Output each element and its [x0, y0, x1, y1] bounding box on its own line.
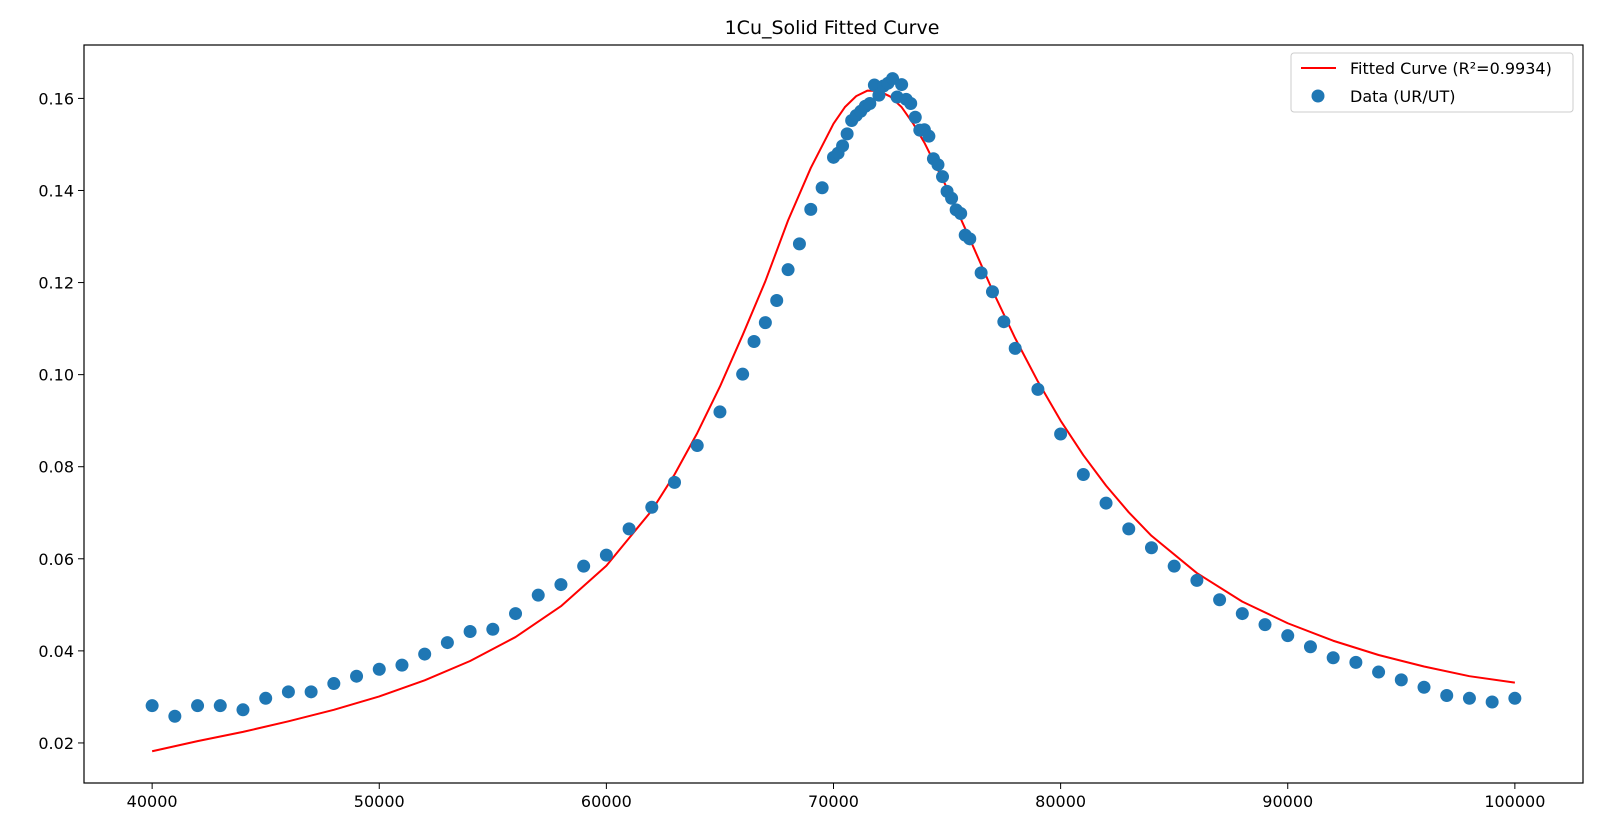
data-point	[236, 703, 250, 717]
data-point	[1372, 665, 1386, 679]
data-point	[1054, 427, 1068, 441]
data-point	[395, 658, 409, 672]
data-point	[1326, 651, 1340, 665]
data-point	[1213, 593, 1227, 607]
y-tick-label: 0.08	[38, 458, 74, 477]
y-tick-label: 0.12	[38, 274, 74, 293]
legend-data-swatch	[1311, 89, 1325, 103]
data-point	[168, 709, 182, 723]
data-point	[974, 266, 988, 280]
data-point	[1258, 618, 1272, 632]
data-point	[1031, 382, 1045, 396]
data-point	[372, 662, 386, 676]
data-point	[645, 500, 659, 514]
data-point	[213, 699, 227, 713]
legend-box	[1290, 52, 1574, 113]
data-point	[1099, 496, 1113, 510]
data-point	[840, 127, 854, 141]
plot-frame	[83, 44, 1584, 784]
y-tick-label: 0.10	[38, 366, 74, 385]
data-point	[1235, 607, 1249, 621]
x-tick-label: 80000	[1035, 792, 1086, 811]
data-point	[1417, 680, 1431, 694]
data-point	[486, 622, 500, 636]
data-point	[770, 294, 784, 308]
data-point	[259, 691, 273, 705]
data-point	[509, 607, 523, 621]
legend-data-label: Data (UR/UT)	[1350, 87, 1455, 106]
data-point	[1167, 559, 1181, 573]
data-point	[327, 677, 341, 691]
data-point	[936, 170, 950, 184]
data-point	[599, 548, 613, 562]
x-tick-label: 40000	[127, 792, 178, 811]
y-tick-label: 0.16	[38, 89, 74, 108]
data-point	[690, 439, 704, 453]
data-point	[1394, 673, 1408, 687]
data-point	[1008, 341, 1022, 355]
y-tick-label: 0.02	[38, 734, 74, 753]
x-tick-label: 70000	[808, 792, 859, 811]
data-point	[954, 207, 968, 220]
data-point	[1508, 691, 1522, 705]
data-point	[931, 158, 945, 172]
data-point	[747, 334, 761, 348]
data-point	[736, 367, 750, 381]
data-point	[863, 96, 877, 110]
data-point	[908, 110, 922, 124]
data-point	[554, 578, 568, 592]
data-point	[668, 475, 682, 489]
data-point	[1303, 640, 1317, 654]
data-point	[1122, 522, 1136, 536]
data-point	[1190, 573, 1204, 587]
data-point	[815, 181, 829, 195]
data-point	[904, 96, 918, 110]
x-tick-label: 90000	[1262, 792, 1313, 811]
x-tick-label: 100000	[1484, 792, 1545, 811]
data-point	[781, 263, 795, 277]
data-point	[922, 129, 936, 143]
chart-title: 1Cu_Solid Fitted Curve	[725, 17, 940, 39]
y-tick-label: 0.14	[38, 181, 74, 200]
data-points-layer	[145, 72, 1522, 723]
data-point	[1349, 655, 1363, 669]
data-point	[1144, 541, 1158, 555]
data-point	[895, 78, 909, 92]
data-point	[997, 315, 1011, 329]
x-axis: 40000 50000 60000 70000 80000 90000 100000	[127, 783, 1545, 811]
y-axis: 0.02 0.04 0.06 0.08 0.10 0.12 0.14 0.16	[38, 89, 84, 753]
data-point	[963, 232, 977, 246]
data-point	[1485, 695, 1499, 709]
x-tick-label: 60000	[581, 792, 632, 811]
legend: Fitted Curve (R²=0.9934) Data (UR/UT)	[1290, 52, 1574, 113]
data-point	[463, 625, 477, 639]
data-point	[1076, 468, 1090, 482]
legend-fitted-curve-label: Fitted Curve (R²=0.9934)	[1350, 59, 1552, 78]
data-point	[792, 237, 806, 251]
data-point	[577, 559, 591, 573]
data-point	[622, 522, 636, 536]
data-point	[304, 685, 318, 699]
data-point	[804, 202, 818, 216]
data-point	[191, 699, 205, 713]
data-point	[1462, 691, 1476, 705]
data-point	[145, 699, 159, 713]
data-point	[1440, 689, 1454, 703]
y-tick-label: 0.06	[38, 550, 74, 569]
x-tick-label: 50000	[354, 792, 405, 811]
data-point	[758, 316, 772, 330]
data-point	[418, 647, 432, 661]
data-point	[440, 636, 454, 650]
data-point	[985, 285, 999, 299]
y-tick-label: 0.04	[38, 642, 74, 661]
data-point	[281, 685, 295, 699]
data-point	[713, 405, 727, 419]
data-point	[1281, 629, 1295, 643]
data-point	[945, 191, 959, 205]
data-point	[836, 139, 850, 153]
data-point	[531, 588, 545, 602]
data-point	[350, 669, 364, 683]
